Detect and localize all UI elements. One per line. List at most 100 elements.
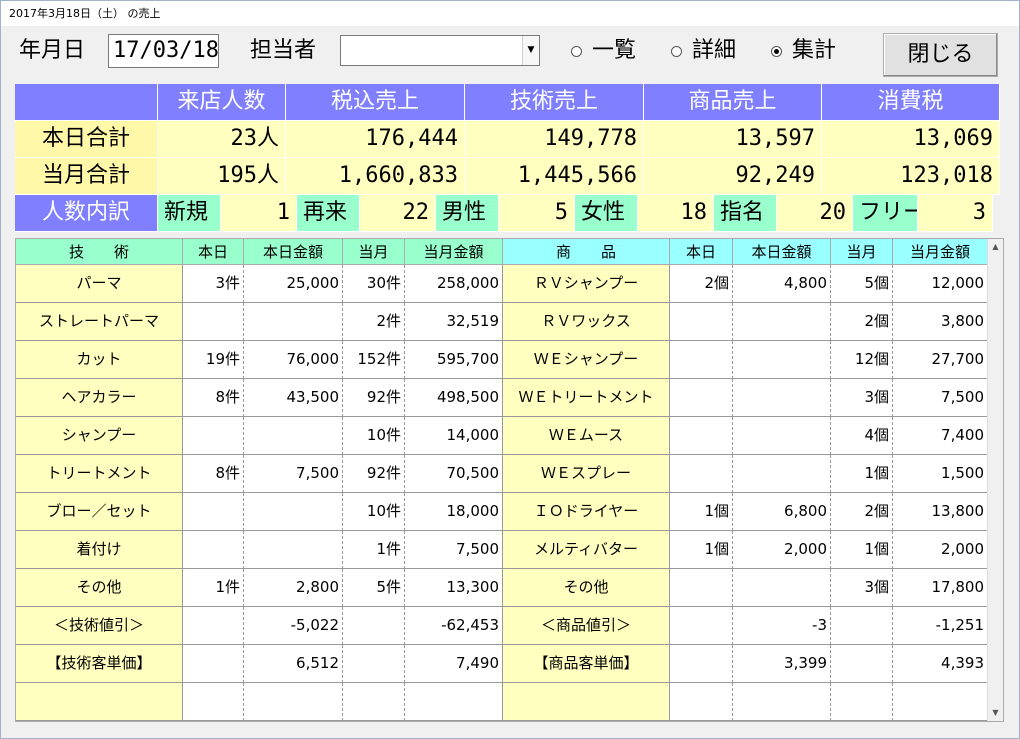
tech-today-amount (244, 303, 343, 341)
breakdown-new-label: 新規 (158, 195, 221, 232)
breakdown-repeat-label: 再来 (297, 195, 360, 232)
month-label: 当月合計 (15, 158, 158, 195)
tech-header: 技 術 (16, 239, 183, 265)
product-month-count: 1個 (831, 531, 893, 569)
tech-month-count-header: 当月 (343, 239, 405, 265)
breakdown-female-label: 女性 (575, 195, 638, 232)
product-today-count (670, 683, 733, 721)
product-month-amount: 17,800 (893, 569, 988, 607)
tech-today-count (183, 645, 244, 683)
tech-today-count (183, 303, 244, 341)
product-name: 【商品客単価】 (503, 645, 670, 683)
tech-today-count-header: 本日 (183, 239, 244, 265)
month-visitors: 195人 (158, 158, 286, 195)
summary-today-row: 本日合計 23人 176,444 149,778 13,597 13,069 (15, 121, 1000, 158)
date-label: 年月日 (19, 38, 86, 63)
date-input[interactable]: 17/03/18 (108, 34, 219, 68)
product-month-amount: -1,251 (893, 607, 988, 645)
product-month-count (831, 683, 893, 721)
radio-detail-indicator[interactable] (671, 45, 682, 57)
tech-month-count: 1件 (343, 531, 405, 569)
tech-today-amount-header: 本日金額 (244, 239, 343, 265)
tech-month-count: 10件 (343, 417, 405, 455)
tech-month-amount: 32,519 (405, 303, 503, 341)
radio-summary-indicator[interactable] (771, 45, 782, 57)
product-month-amount: 12,000 (893, 265, 988, 303)
tech-month-count (343, 683, 405, 721)
tech-today-count: 3件 (183, 265, 244, 303)
product-name: ＲＶシャンプー (503, 265, 670, 303)
product-today-amount: -3 (733, 607, 831, 645)
product-month-amount: 13,800 (893, 493, 988, 531)
chevron-down-icon[interactable]: ▼ (522, 36, 539, 65)
breakdown-label: 人数内訳 (15, 195, 158, 232)
product-month-count: 4個 (831, 417, 893, 455)
product-name (503, 683, 670, 721)
product-today-amount (733, 683, 831, 721)
product-today-amount (733, 569, 831, 607)
summary-header: 税込売上 (286, 84, 465, 121)
scroll-up-icon[interactable]: ▲ (992, 242, 999, 251)
tech-month-amount (405, 683, 503, 721)
radio-list[interactable]: 一覧 (571, 36, 636, 66)
month-product-sales: 92,249 (644, 158, 822, 195)
product-header: 商 品 (503, 239, 670, 265)
radio-summary[interactable]: 集計 (771, 36, 836, 66)
product-today-count: 1個 (670, 531, 733, 569)
product-month-count: 3個 (831, 569, 893, 607)
tech-name (16, 683, 183, 721)
table-row: シャンプー 10件 14,000 ＷＥムース 4個 7,400 (16, 417, 1003, 455)
radio-detail[interactable]: 詳細 (671, 36, 736, 66)
radio-summary-label: 集計 (792, 38, 837, 63)
product-month-count: 5個 (831, 265, 893, 303)
tech-today-amount: 43,500 (244, 379, 343, 417)
product-name: ＷＥムース (503, 417, 670, 455)
tech-name: カット (16, 341, 183, 379)
staff-select[interactable]: ▼ (340, 35, 540, 66)
product-today-count (670, 569, 733, 607)
table-row: トリートメント 8件 7,500 92件 70,500 ＷＥスプレー 1個 1,500 (16, 455, 1003, 493)
month-consumption-tax: 123,018 (822, 158, 1000, 195)
product-name: ＲＶワックス (503, 303, 670, 341)
product-month-count: 12個 (831, 341, 893, 379)
tech-name: その他 (16, 569, 183, 607)
close-button[interactable]: 閉じる (883, 33, 998, 77)
product-month-count: 2個 (831, 303, 893, 341)
product-today-count (670, 303, 733, 341)
vertical-scrollbar[interactable]: ▲ ▼ (987, 239, 1003, 721)
tech-today-amount (244, 493, 343, 531)
today-product-sales: 13,597 (644, 121, 822, 158)
product-month-count: 2個 (831, 493, 893, 531)
today-sales-tax-incl: 176,444 (286, 121, 465, 158)
summary-header: 消費税 (822, 84, 1000, 121)
product-name: その他 (503, 569, 670, 607)
tech-today-count (183, 531, 244, 569)
product-month-count: 1個 (831, 455, 893, 493)
tech-today-amount (244, 683, 343, 721)
tech-month-amount: 498,500 (405, 379, 503, 417)
product-month-amount: 7,500 (893, 379, 988, 417)
product-today-amount-header: 本日金額 (733, 239, 831, 265)
breakdown-male-value: 5 (499, 195, 575, 232)
table-row: ヘアカラー 8件 43,500 92件 498,500 ＷＥトリートメント 3個 7,500 (16, 379, 1003, 417)
table-body: パーマ 3件 25,000 30件 258,000 ＲＶシャンプー 2個 4,800 5個 12,… (16, 265, 1003, 721)
product-today-amount: 3,399 (733, 645, 831, 683)
tech-today-count (183, 417, 244, 455)
today-visitors: 23人 (158, 121, 286, 158)
scroll-down-icon[interactable]: ▼ (992, 708, 999, 717)
product-name: ＜商品値引＞ (503, 607, 670, 645)
tech-month-amount: 258,000 (405, 265, 503, 303)
tech-month-amount: 14,000 (405, 417, 503, 455)
summary-header: 来店人数 (158, 84, 286, 121)
tech-name: ブロー／セット (16, 493, 183, 531)
breakdown-free-value: 3 (918, 195, 993, 232)
product-month-amount: 7,400 (893, 417, 988, 455)
tech-today-amount (244, 531, 343, 569)
product-name: ＷＥシャンプー (503, 341, 670, 379)
tech-month-amount-header: 当月金額 (405, 239, 503, 265)
tech-month-count: 2件 (343, 303, 405, 341)
tech-month-count: 10件 (343, 493, 405, 531)
summary-header: 技術売上 (465, 84, 644, 121)
tech-month-amount: 70,500 (405, 455, 503, 493)
radio-list-indicator[interactable] (571, 45, 582, 57)
